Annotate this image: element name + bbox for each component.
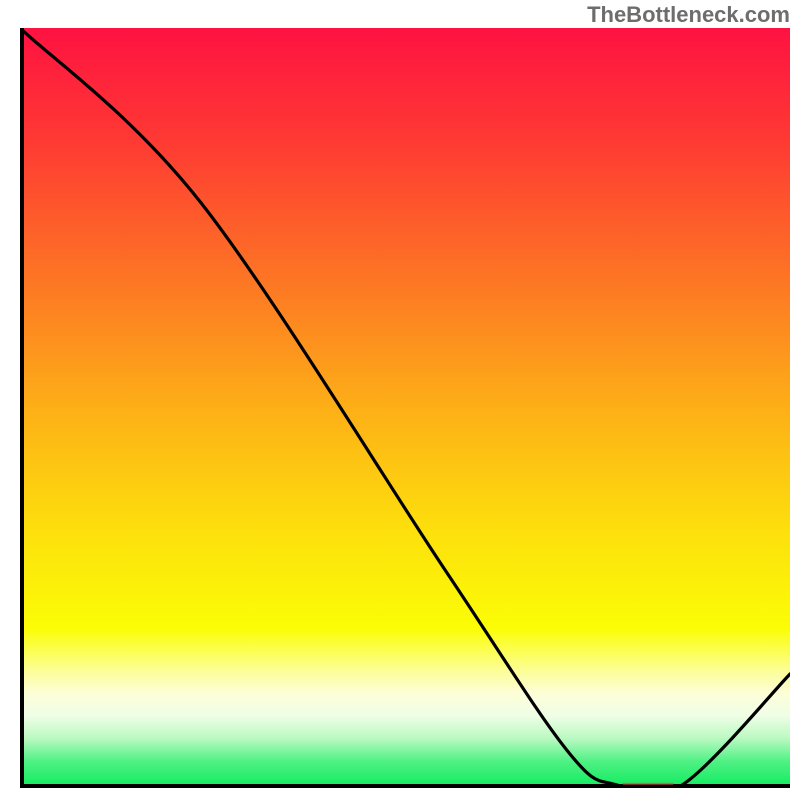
x-axis [20,784,790,788]
plot-area: –––––– [20,28,790,788]
y-axis [20,28,24,788]
bottleneck-chart: TheBottleneck.com –––––– [0,0,800,800]
gradient-background [20,28,790,788]
minimum-marker: –––––– [622,773,673,793]
plot-svg [20,28,790,788]
source-watermark: TheBottleneck.com [587,2,790,28]
